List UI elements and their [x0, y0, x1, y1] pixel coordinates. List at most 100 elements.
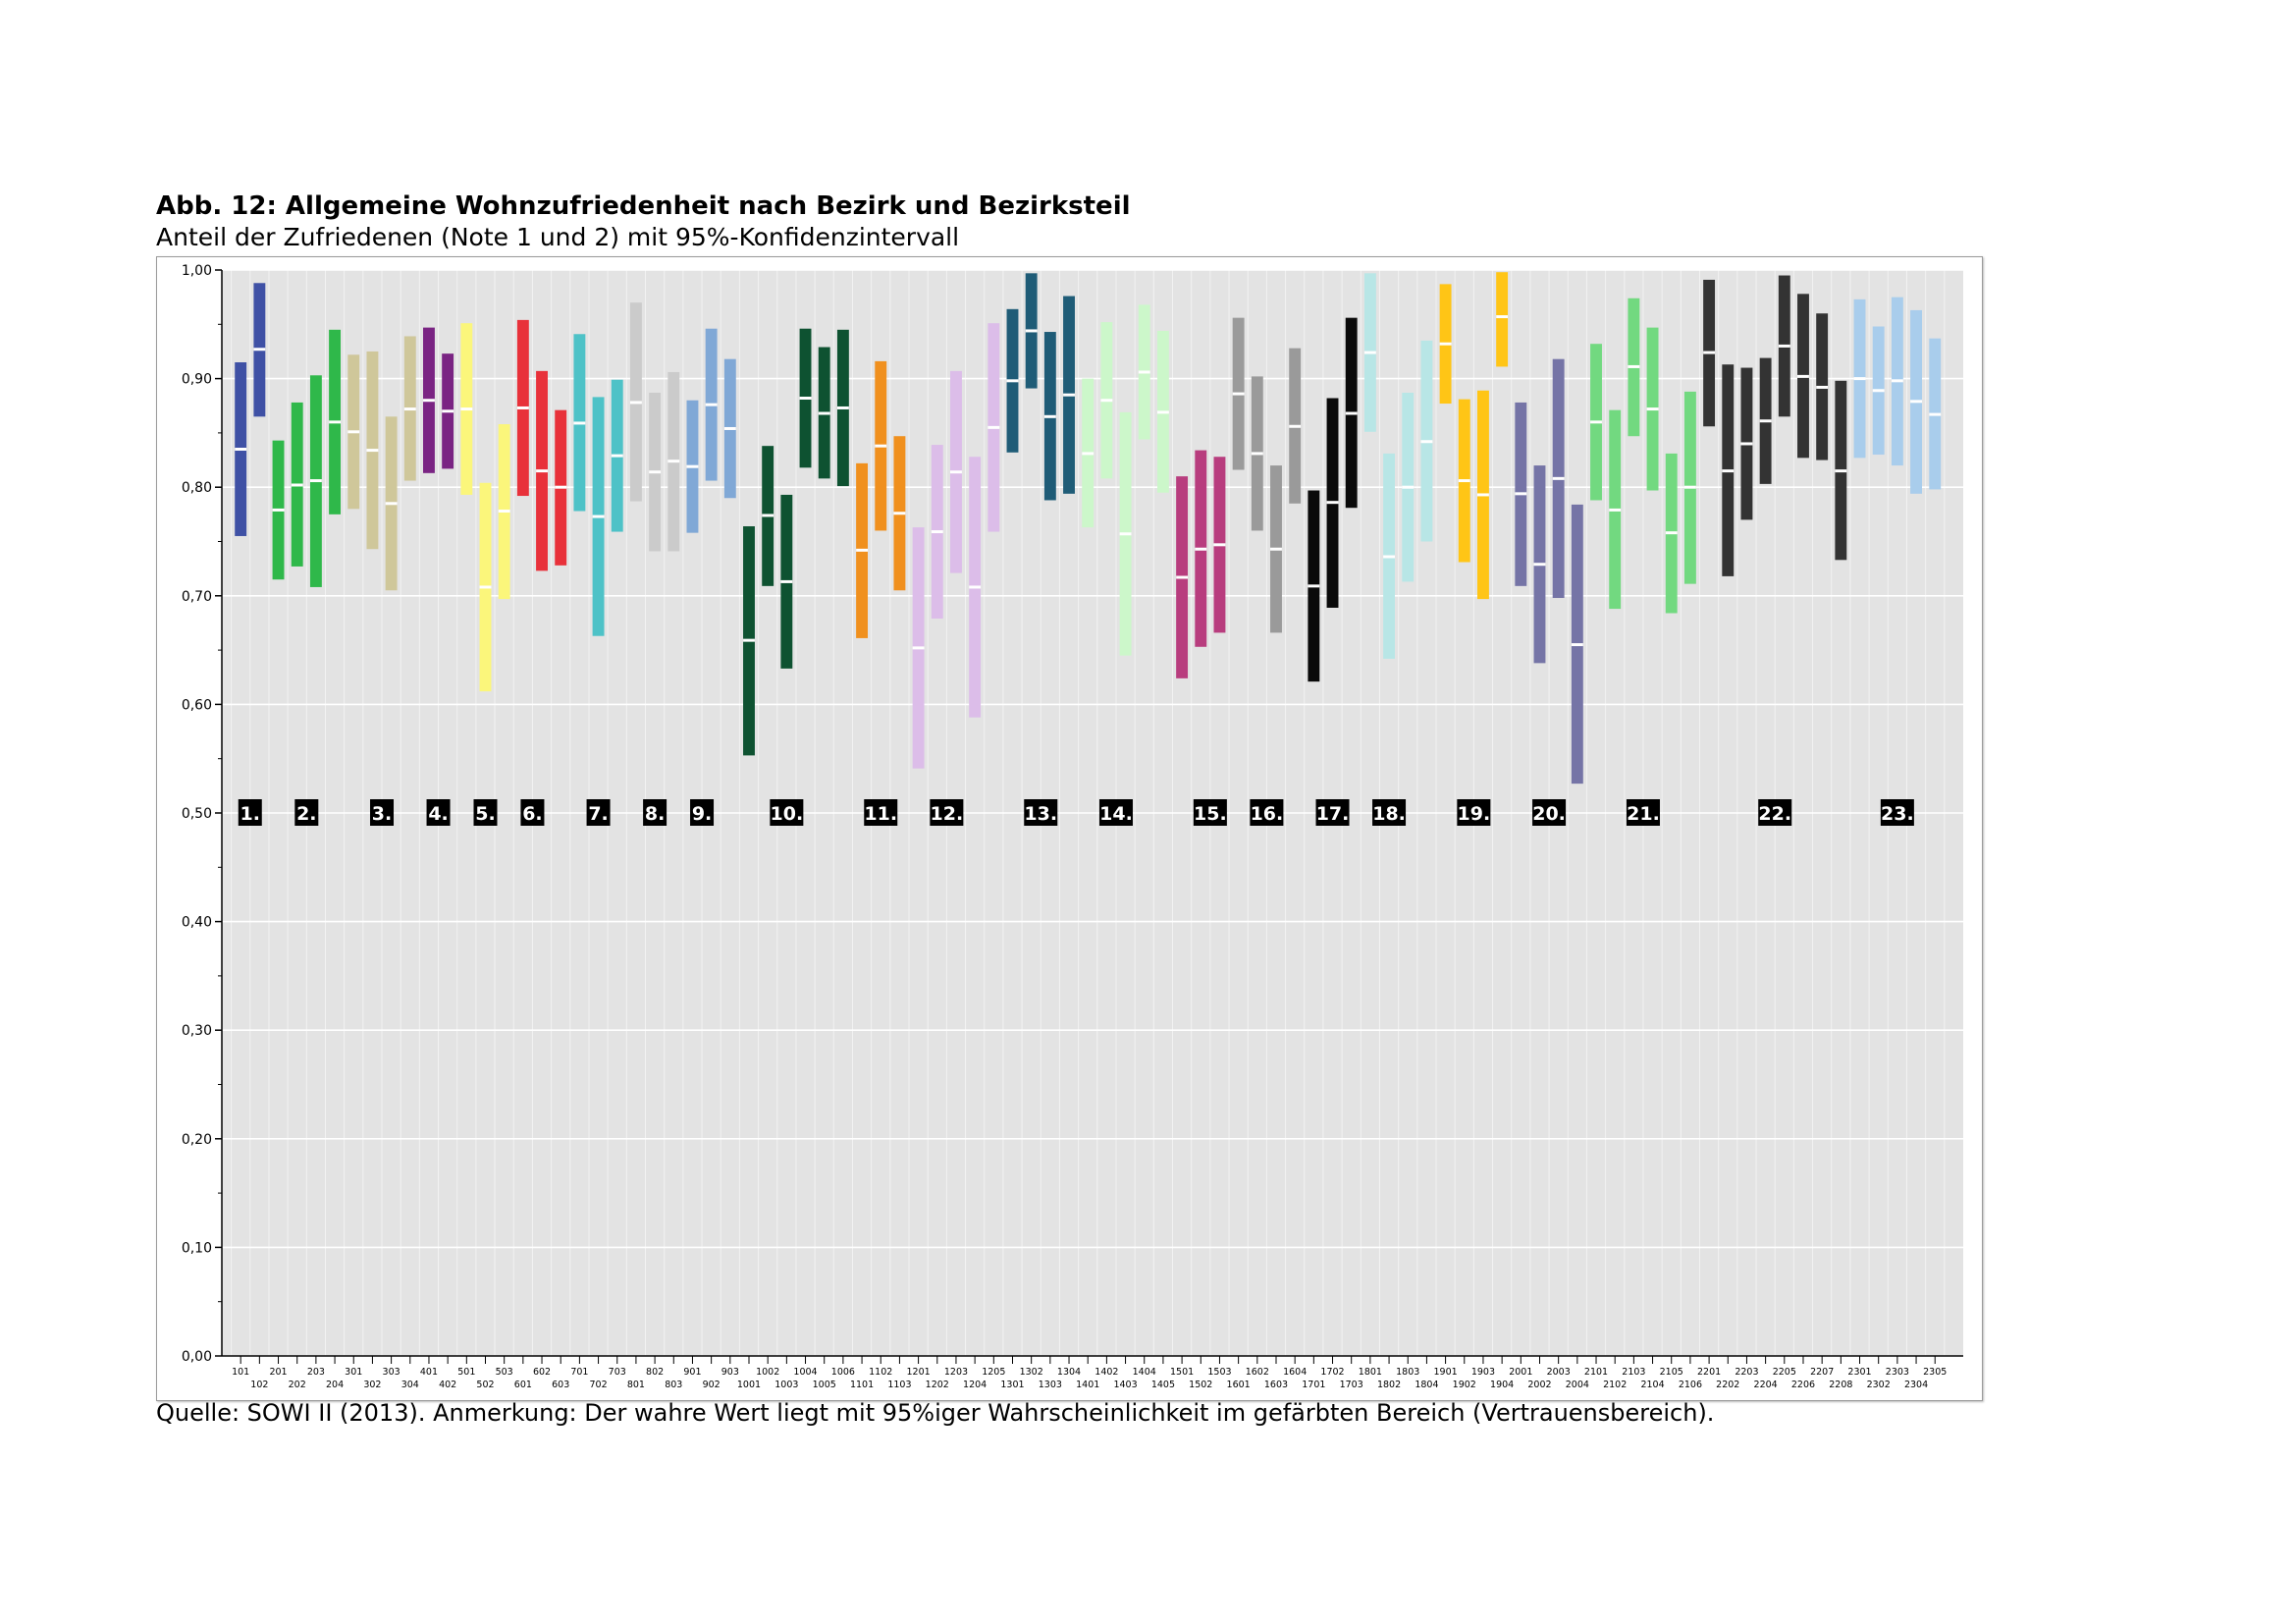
district-label: 9.	[692, 803, 712, 825]
x-tick-label: 702	[589, 1380, 607, 1390]
x-tick-label: 1302	[1020, 1367, 1043, 1378]
district-label: 12.	[931, 803, 964, 825]
y-tick-label: 0,10	[182, 1240, 212, 1256]
x-tick-label: 2001	[1509, 1367, 1532, 1378]
x-tick-label: 1002	[756, 1367, 779, 1378]
x-tick-label: 1203	[944, 1367, 968, 1378]
x-tick-label: 601	[514, 1380, 532, 1390]
x-tick-label: 401	[420, 1367, 438, 1378]
x-tick-label: 1201	[907, 1367, 931, 1378]
district-badge	[1098, 799, 1133, 826]
x-tick-label: 2101	[1584, 1367, 1608, 1378]
x-tick-label: 202	[289, 1380, 306, 1390]
x-tick-label: 1403	[1113, 1380, 1137, 1390]
x-tick-label: 102	[250, 1380, 268, 1390]
x-tick-label: 1303	[1039, 1380, 1062, 1390]
x-tick-label: 802	[646, 1367, 664, 1378]
x-tick-label: 204	[326, 1380, 344, 1390]
district-badge	[864, 799, 898, 826]
x-tick-label: 1901	[1434, 1367, 1458, 1378]
district-badge	[690, 799, 715, 826]
y-tick-label: 0,80	[182, 480, 212, 496]
district-badge	[520, 799, 545, 826]
district-badge	[426, 799, 451, 826]
district-badge	[1626, 799, 1660, 826]
district-label: 6.	[522, 803, 542, 825]
gridlines	[222, 269, 1963, 1357]
district-label: 4.	[428, 803, 448, 825]
x-tick-label: 701	[570, 1367, 588, 1378]
y-tick-label: 1,00	[182, 263, 212, 279]
district-badge	[1250, 799, 1284, 826]
x-tick-label: 1804	[1415, 1380, 1438, 1390]
x-tick-label: 1802	[1377, 1380, 1401, 1390]
district-badge	[473, 799, 498, 826]
chart-frame: 1. 2. 3. 4. 5. 6. 7. 8. 9. 10. 11. 12. 13. 14. 15. 16. 1…	[156, 256, 1983, 1401]
x-tick-label: 1702	[1320, 1367, 1344, 1378]
district-label: 3.	[372, 803, 392, 825]
district-badge	[1372, 799, 1407, 826]
district-label: 22.	[1758, 803, 1791, 825]
x-tick-label: 1204	[963, 1380, 987, 1390]
x-tick-label: 2003	[1547, 1367, 1571, 1378]
x-tick-label: 801	[627, 1380, 645, 1390]
y-tick-label: 0,30	[182, 1023, 212, 1039]
x-tick-label: 201	[269, 1367, 287, 1378]
x-tick-label: 703	[609, 1367, 626, 1378]
district-label: 15.	[1194, 803, 1227, 825]
x-tick-label: 1803	[1396, 1367, 1419, 1378]
district-label: 14.	[1099, 803, 1133, 825]
x-tick-label: 1401	[1076, 1380, 1099, 1390]
chart-title: Abb. 12: Allgemeine Wohnzufriedenheit na…	[156, 191, 1131, 221]
x-tick-label: 502	[476, 1380, 494, 1390]
x-tick-label: 2205	[1773, 1367, 1796, 1378]
y-tick-label: 0,00	[182, 1349, 212, 1365]
x-tick-label: 2106	[1679, 1380, 1702, 1390]
x-tick-label: 2002	[1527, 1380, 1551, 1390]
x-tick-label: 1603	[1264, 1380, 1288, 1390]
y-tick-label: 0,50	[182, 806, 212, 822]
x-tick-label: 203	[307, 1367, 325, 1378]
x-tick-label: 1103	[887, 1380, 911, 1390]
y-tick-label: 0,90	[182, 372, 212, 388]
x-tick-label: 2104	[1640, 1380, 1664, 1390]
y-tick-label: 0,40	[182, 915, 212, 931]
x-tick-label: 2303	[1886, 1367, 1909, 1378]
district-label: 23.	[1881, 803, 1914, 825]
district-label: 16.	[1251, 803, 1284, 825]
x-tick-label: 2208	[1829, 1380, 1852, 1390]
district-label: 20.	[1532, 803, 1566, 825]
x-tick-label: 2203	[1735, 1367, 1758, 1378]
x-tick-label: 101	[232, 1367, 249, 1378]
district-badge	[643, 799, 667, 826]
x-tick-label: 1904	[1490, 1380, 1514, 1390]
district-label: 8.	[645, 803, 665, 825]
x-tick-label: 1304	[1057, 1367, 1081, 1378]
x-tick-label: 1501	[1170, 1367, 1194, 1378]
x-tick-label: 1005	[813, 1380, 836, 1390]
x-tick-label: 1902	[1453, 1380, 1476, 1390]
district-badge	[238, 799, 262, 826]
x-tick-label: 602	[533, 1367, 551, 1378]
x-tick-label: 1102	[869, 1367, 892, 1378]
x-tick-label: 2201	[1697, 1367, 1721, 1378]
district-label: 19.	[1458, 803, 1491, 825]
x-tick-label: 1801	[1359, 1367, 1382, 1378]
district-label: 2.	[296, 803, 316, 825]
district-label: 7.	[588, 803, 608, 825]
district-badge	[1880, 799, 1914, 826]
x-tick-label: 2103	[1622, 1367, 1645, 1378]
x-tick-label: 1703	[1340, 1380, 1363, 1390]
x-tick-label: 1101	[850, 1380, 874, 1390]
district-labels: 1. 2. 3. 4. 5. 6. 7. 8. 9. 10. 11. 12. 13. 14. 15. 16. 1…	[238, 799, 1914, 826]
x-tick-label: 304	[401, 1380, 419, 1390]
x-tick-label: 1602	[1246, 1367, 1269, 1378]
x-tick-label: 1701	[1302, 1380, 1325, 1390]
x-tick-label: 903	[721, 1367, 739, 1378]
district-badge	[1758, 799, 1792, 826]
x-tick-label: 1006	[831, 1367, 855, 1378]
district-badge	[930, 799, 964, 826]
district-label: 18.	[1372, 803, 1406, 825]
x-tick-label: 2304	[1904, 1380, 1928, 1390]
chart-subtitle: Anteil der Zufriedenen (Note 1 und 2) mi…	[156, 223, 960, 251]
